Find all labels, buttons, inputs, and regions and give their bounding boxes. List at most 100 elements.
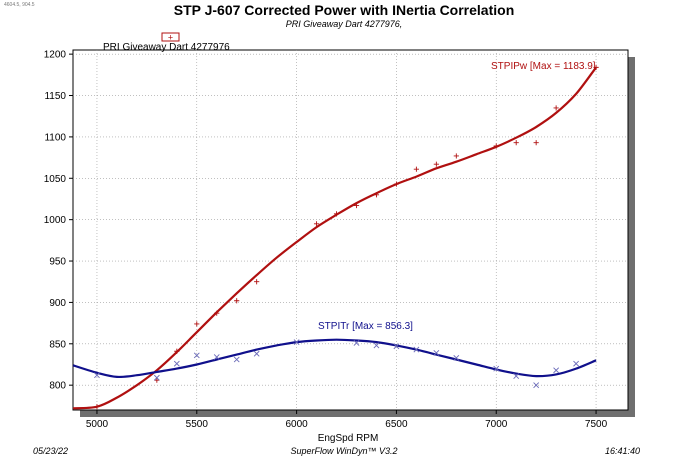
x-tick-label: 5000 (86, 419, 109, 430)
power-marker (553, 105, 559, 111)
torque-marker (353, 340, 360, 346)
y-tick-label: 800 (49, 381, 66, 392)
torque-data-point (213, 354, 220, 360)
power-marker (513, 140, 519, 146)
torque-marker (433, 349, 440, 356)
power-max-annotation: STPIPw [Max = 1183.9] (491, 61, 596, 72)
y-tick-label: 900 (49, 298, 66, 309)
legend-marker: + (168, 33, 173, 43)
torque-marker (553, 367, 560, 374)
torque-marker (513, 373, 520, 379)
torque-max-annotation: STPITr [Max = 856.3] (318, 321, 413, 332)
torque-marker (453, 354, 460, 361)
torque-data-point (493, 365, 500, 372)
torque-data-point (373, 342, 380, 349)
power-data-point (433, 161, 439, 167)
power-marker (254, 279, 260, 285)
power-marker (433, 161, 439, 167)
power-data-point (533, 140, 539, 146)
axis-ticks: 800 850 900 950 1000 1050 1100 1150 1200 5000 5500… (44, 50, 608, 430)
plot-area (72, 49, 629, 411)
power-data-point (254, 279, 260, 285)
power-data-point (593, 64, 599, 70)
y-tick-label: 1100 (44, 132, 66, 143)
torque-curve (72, 338, 597, 379)
torque-data-point (513, 373, 520, 379)
power-data-point (234, 298, 240, 304)
power-marker (373, 192, 380, 198)
power-marker (393, 181, 400, 187)
power-marker (94, 404, 100, 410)
y-tick-label: 950 (49, 257, 66, 268)
torque-data-point (573, 360, 580, 367)
power-marker (313, 221, 320, 227)
footer-time: 16:41:40 (604, 446, 640, 456)
power-data-point (393, 181, 400, 187)
power-marker (453, 153, 459, 159)
power-marker (333, 211, 340, 217)
y-tick-label: 1050 (44, 174, 67, 185)
torque-data-point (433, 349, 440, 356)
power-data-point (94, 404, 100, 410)
torque-data-point (153, 374, 160, 381)
power-marker (593, 64, 599, 70)
torque-marker (253, 350, 260, 357)
torque-data-point (353, 340, 360, 346)
power-marker (533, 140, 539, 146)
torque-marker (233, 356, 240, 363)
torque-marker (573, 360, 580, 367)
x-tick-label: 7500 (585, 419, 608, 430)
power-marker (353, 202, 360, 209)
power-data-point (553, 105, 559, 111)
torque-marker (153, 374, 160, 381)
y-tick-label: 1150 (44, 91, 66, 102)
power-marker (174, 348, 180, 354)
x-tick-label: 5500 (186, 419, 209, 430)
power-data-point (214, 310, 220, 316)
corner-note: 4604.5, 904.5 (4, 2, 35, 8)
torque-data-point (233, 356, 240, 363)
torque-data-point (413, 346, 420, 353)
torque-marker (493, 365, 500, 372)
torque-marker (213, 354, 220, 360)
torque-data-point (553, 367, 560, 374)
legend-marker-box (161, 32, 180, 42)
power-data-point (333, 211, 340, 217)
power-data-point (353, 202, 360, 209)
power-data-point (453, 153, 459, 159)
x-tick-label: 6500 (385, 419, 408, 430)
torque-data-point (94, 372, 100, 379)
torque-data-point (173, 360, 180, 367)
power-data-point (413, 166, 419, 172)
torque-marker (173, 360, 180, 367)
chart-subtitle: PRI Giveaway Dart 4277976, (285, 19, 403, 29)
torque-marker (293, 339, 300, 346)
dyno-chart: 800 850 900 950 1000 1050 1100 1150 1200 5000 5500… (44, 32, 635, 444)
power-marker (214, 310, 220, 316)
y-tick-label: 1000 (44, 215, 67, 226)
power-marker (493, 143, 499, 149)
power-marker (234, 298, 240, 304)
power-data-point (154, 377, 160, 383)
torque-marker (393, 343, 400, 350)
power-marker (154, 377, 160, 383)
torque-marker (373, 342, 380, 349)
torque-data-point (293, 339, 300, 346)
footer-software: SuperFlow WinDyn™ V3.2 (290, 446, 398, 456)
chart-title: STP J-607 Corrected Power with INertia C… (173, 2, 515, 18)
legend-label: PRI Giveaway Dart 4277976 (103, 42, 230, 53)
power-data-point (174, 348, 180, 354)
power-data-point (313, 221, 320, 227)
y-tick-label: 850 (49, 339, 66, 350)
power-data-point (493, 143, 499, 149)
torque-data-point (393, 343, 400, 350)
series-markers (94, 64, 599, 410)
torque-marker (94, 372, 100, 379)
torque-data-point (253, 350, 260, 357)
footer-date: 05/23/22 (33, 446, 69, 456)
series-annotations: STPIPw [Max = 1183.9] STPITr [Max = 856.3… (318, 61, 596, 332)
power-marker (194, 321, 200, 327)
torque-marker (193, 352, 200, 359)
power-data-point (373, 192, 380, 198)
torque-data-point (533, 382, 540, 389)
